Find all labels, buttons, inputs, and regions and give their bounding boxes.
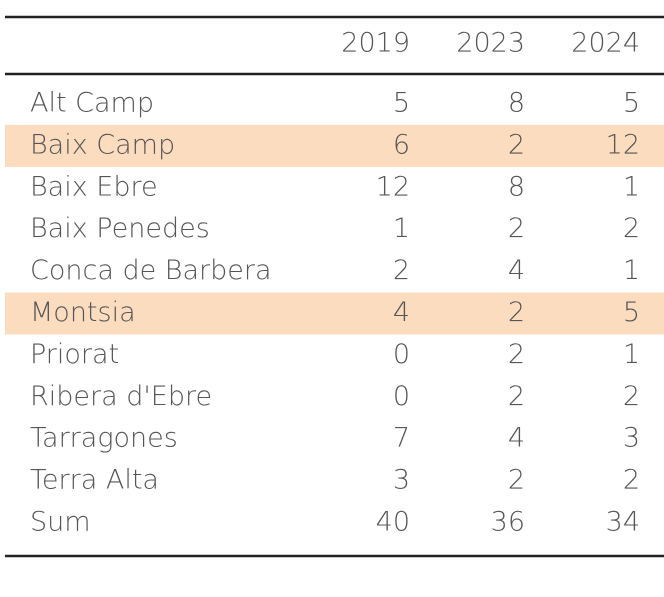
row-label: Baix Penedes — [30, 213, 210, 244]
cell-value: 2 — [623, 213, 640, 244]
cell-value: 2 — [508, 381, 525, 412]
cell-value: 2 — [508, 129, 525, 160]
cell-value: 2 — [623, 381, 640, 412]
column-header: 2024 — [571, 28, 640, 59]
cell-value: 3 — [623, 423, 640, 454]
cell-value: 0 — [393, 381, 410, 412]
cell-value: 1 — [623, 171, 640, 202]
row-label: Sum — [30, 507, 91, 538]
cell-value: 2 — [623, 465, 640, 496]
row-label: Conca de Barbera — [30, 255, 272, 286]
cell-value: 12 — [376, 171, 410, 202]
row-label: Montsia — [30, 297, 136, 328]
cell-value: 5 — [623, 88, 640, 119]
cell-value: 5 — [623, 297, 640, 328]
cell-value: 3 — [393, 465, 410, 496]
row-highlight — [5, 292, 664, 335]
cell-value: 34 — [606, 507, 640, 538]
cell-value: 1 — [623, 339, 640, 370]
row-label: Baix Ebre — [30, 171, 158, 202]
cell-value: 1 — [623, 255, 640, 286]
row-label: Baix Camp — [30, 129, 175, 160]
cell-value: 8 — [508, 171, 525, 202]
row-highlight — [5, 124, 664, 167]
row-label: Tarragones — [30, 423, 178, 454]
cell-value: 40 — [376, 507, 410, 538]
cell-value: 1 — [393, 213, 410, 244]
row-label: Alt Camp — [30, 88, 154, 119]
column-header: 2023 — [456, 28, 525, 59]
row-label: Priorat — [30, 339, 119, 370]
cell-value: 36 — [491, 507, 525, 538]
cell-value: 4 — [393, 297, 410, 328]
cell-value: 2 — [393, 255, 410, 286]
cell-value: 2 — [508, 339, 525, 370]
cell-value: 6 — [393, 129, 410, 160]
cell-value: 2 — [508, 465, 525, 496]
cell-value: 5 — [393, 88, 410, 119]
column-header: 2019 — [341, 28, 410, 59]
cell-value: 12 — [606, 129, 640, 160]
cell-value: 8 — [508, 88, 525, 119]
cell-value: 7 — [393, 423, 410, 454]
cell-value: 2 — [508, 297, 525, 328]
cell-value: 0 — [393, 339, 410, 370]
row-label: Terra Alta — [30, 465, 159, 496]
cell-value: 4 — [508, 423, 525, 454]
cell-value: 2 — [508, 213, 525, 244]
row-label: Ribera d'Ebre — [30, 381, 212, 412]
cell-value: 4 — [508, 255, 525, 286]
